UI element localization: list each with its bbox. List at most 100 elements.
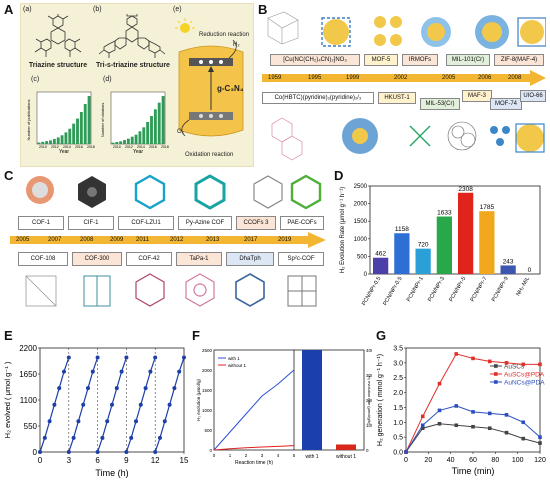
data-point — [52, 402, 57, 407]
histogram-tick-label: 2016 — [75, 145, 83, 149]
cof-box-tapa1: TaPa-1 — [176, 252, 222, 266]
histogram-bar — [111, 142, 115, 144]
mof-box-irmofs: IRMOFs — [402, 54, 438, 66]
mof-box-maf3: MAF-3 — [462, 90, 492, 102]
cof-year-2012: 2012 — [170, 237, 184, 243]
histogram-ylabel: Number of publications — [26, 100, 31, 141]
x-tick-label: PCN/NPr-3 — [427, 276, 446, 303]
histogram-tick-label: 2010 — [39, 145, 47, 149]
panel-b-label: B — [258, 2, 268, 17]
data-point — [66, 355, 71, 360]
x-tick-label: without 1 — [336, 454, 356, 460]
data-point — [420, 423, 425, 428]
histogram-bar — [37, 142, 41, 144]
histogram-bar — [41, 141, 45, 144]
mof-year-1959: 1959 — [268, 75, 282, 81]
data-point — [487, 411, 492, 416]
x-tick-label: PCN/NPr-5 — [448, 276, 467, 303]
x-tick-label: PCN/NPr-0.5 — [382, 276, 403, 307]
data-point — [454, 423, 459, 428]
mof-box-mof74: MOF-74 — [490, 98, 522, 110]
histogram-bar — [87, 96, 91, 144]
data-point — [47, 419, 52, 424]
bar — [336, 444, 356, 450]
data-point — [148, 369, 153, 374]
x-axis-label: Time (h) — [95, 468, 128, 478]
y-tick-label: 3.5 — [393, 346, 403, 353]
h2-label: H₂ — [233, 42, 240, 48]
series-line — [213, 445, 295, 451]
cof-year-2011: 2011 — [136, 237, 149, 243]
y2-tick-label: 100 — [366, 423, 372, 428]
bar-value-label: 243 — [503, 258, 514, 265]
x-tick-label: 5 — [293, 453, 296, 458]
plot-frame — [39, 347, 185, 453]
data-point — [182, 355, 186, 360]
x-tick-label: 0 — [38, 456, 43, 465]
mof-year-1999: 1999 — [346, 75, 360, 81]
mof-year-2002: 2002 — [394, 75, 408, 81]
x-tick-label: PCN/NPr-9 — [491, 276, 510, 303]
data-point — [124, 450, 129, 454]
y-tick-label: 500 — [357, 254, 368, 260]
mof-box-cu: [Cu(NC(CH₂)₄CN)₂]NO₃ — [270, 54, 360, 66]
histogram-bar — [72, 123, 76, 144]
histogram-bar — [79, 112, 83, 144]
y-tick-label: 0 — [33, 448, 38, 457]
bar — [436, 216, 452, 274]
histogram-bar — [45, 141, 49, 144]
data-point — [162, 419, 167, 424]
data-point — [420, 414, 425, 419]
cof-box-pyazine: Py-Azine COF — [178, 216, 232, 230]
cof-box-cof108: COF-108 — [18, 252, 68, 266]
cof-year-2017: 2017 — [244, 237, 258, 243]
histogram-bar — [76, 118, 79, 144]
bar-value-label: 720 — [418, 242, 429, 249]
y-tick-label: 0 — [209, 448, 212, 453]
data-point — [138, 402, 143, 407]
cof-box-ccofs3: CCOFs 3 — [236, 216, 276, 230]
data-point — [62, 369, 66, 374]
histogram-xlabel: Year — [59, 149, 69, 155]
histogram-bar — [123, 140, 126, 144]
x-tick-label: 120 — [534, 457, 546, 464]
y-tick-label: 2000 — [202, 368, 213, 373]
bar — [500, 265, 516, 274]
panel-e-label: E — [4, 328, 13, 343]
cof-top-structures — [26, 174, 322, 210]
y2-tick-label: 400 — [366, 348, 372, 353]
data-point — [124, 355, 129, 360]
histogram-bar — [157, 102, 161, 144]
data-point — [437, 421, 442, 426]
plot-frame — [213, 349, 365, 451]
histogram-bar — [64, 132, 68, 144]
histogram-bar — [150, 116, 153, 144]
x-tick-label: 3 — [67, 456, 72, 465]
mof-box-mof5: MOF-5 — [364, 54, 398, 66]
data-point — [167, 402, 172, 407]
x-tick-label: 0 — [404, 457, 408, 464]
data-point — [521, 420, 526, 425]
data-point — [38, 450, 42, 454]
cof-year-2008: 2008 — [80, 237, 94, 243]
data-point — [454, 352, 459, 356]
x-tick-label: 0 — [213, 453, 216, 458]
y2-tick-label: 0 — [366, 448, 369, 453]
triazine-caption: Triazine structure — [28, 62, 88, 69]
y2-tick-label: 300 — [366, 373, 372, 378]
x-tick-label: NH₂-MIL — [515, 276, 531, 297]
data-point — [42, 435, 47, 440]
panel-c-label: C — [4, 168, 14, 183]
data-point — [471, 424, 475, 429]
data-point — [487, 359, 492, 364]
mof-top-structures — [267, 11, 546, 49]
x-tick-label: PCN/NPr-0.5 — [361, 276, 382, 307]
bar-value-label: 2308 — [458, 186, 473, 193]
x-tick-label: 60 — [469, 457, 477, 464]
y-tick-label: 1000 — [354, 237, 368, 243]
data-point — [153, 450, 158, 454]
data-point — [158, 435, 162, 440]
mof-box-mil53: MIL-53(Cr) — [420, 98, 460, 110]
data-point — [538, 441, 542, 445]
legend-marker — [494, 380, 498, 384]
